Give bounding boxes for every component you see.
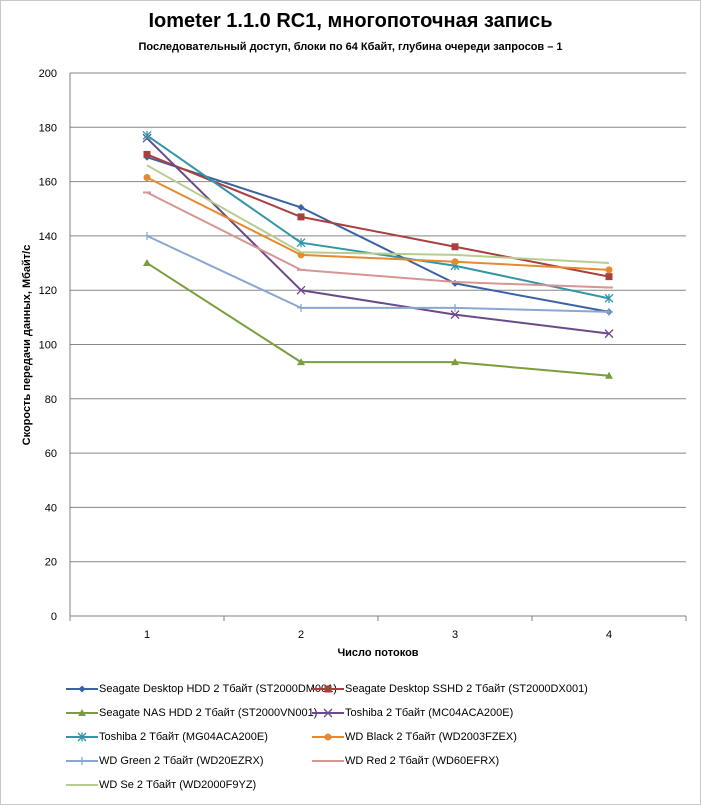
legend-swatch bbox=[66, 685, 98, 693]
legend-label: Toshiba 2 Тбайт (MG04ACA200E) bbox=[99, 731, 268, 743]
legend-marker bbox=[324, 733, 332, 741]
data-point bbox=[143, 259, 151, 267]
y-tick-label: 180 bbox=[39, 122, 57, 134]
data-point bbox=[450, 310, 460, 320]
data-point bbox=[451, 358, 459, 366]
legend-label: WD Green 2 Тбайт (WD20EZRX) bbox=[99, 755, 264, 767]
data-point bbox=[297, 358, 305, 366]
data-point bbox=[297, 203, 305, 211]
series-6 bbox=[143, 174, 613, 274]
series-4 bbox=[142, 133, 614, 339]
data-point bbox=[605, 273, 613, 281]
series-line bbox=[146, 191, 610, 289]
legend-swatch bbox=[66, 709, 98, 716]
data-point bbox=[296, 285, 306, 295]
y-tick-label: 140 bbox=[39, 231, 57, 243]
legend-marker bbox=[78, 757, 86, 765]
legend-item: Seagate Desktop SSHD 2 Тбайт (ST2000DX00… bbox=[312, 681, 588, 697]
legend-swatch bbox=[312, 685, 344, 693]
chart-title: Iometer 1.1.0 RC1, многопоточная запись bbox=[148, 10, 553, 32]
x-axis-label: Число потоков bbox=[337, 647, 419, 659]
y-tick-label: 100 bbox=[39, 340, 57, 352]
x-tick-label: 4 bbox=[606, 629, 612, 641]
data-point bbox=[297, 213, 305, 221]
y-tick-label: 0 bbox=[51, 611, 57, 623]
series-line bbox=[146, 176, 610, 271]
series-line bbox=[146, 153, 610, 278]
data-point bbox=[296, 238, 306, 248]
legend-label: WD Black 2 Тбайт (WD2003FZEX) bbox=[345, 731, 517, 743]
series-line bbox=[146, 134, 610, 300]
legend-swatch bbox=[66, 732, 98, 742]
legend-item: WD Black 2 Тбайт (WD2003FZEX) bbox=[312, 729, 517, 745]
legend-swatch bbox=[312, 733, 344, 741]
series-1 bbox=[143, 153, 613, 316]
data-point bbox=[604, 329, 614, 339]
legend-marker bbox=[78, 709, 86, 716]
y-tick-label: 40 bbox=[45, 502, 57, 514]
legend-item: Seagate Desktop HDD 2 Тбайт (ST2000DM001… bbox=[66, 681, 337, 697]
legend-marker bbox=[324, 685, 332, 693]
legend-label: Seagate Desktop SSHD 2 Тбайт (ST2000DX00… bbox=[345, 683, 588, 695]
legend-label: Toshiba 2 Тбайт (MC04ACA200E) bbox=[345, 707, 514, 719]
legend-item: Toshiba 2 Тбайт (MC04ACA200E) bbox=[312, 705, 513, 721]
series-line bbox=[146, 262, 610, 377]
legend-marker bbox=[77, 732, 87, 742]
data-point bbox=[297, 303, 305, 312]
legend-swatch bbox=[312, 760, 344, 762]
y-tick-label: 80 bbox=[45, 394, 57, 406]
data-point bbox=[605, 307, 613, 316]
y-tick-label: 160 bbox=[39, 177, 57, 189]
legend-item: Seagate NAS HDD 2 Тбайт (ST2000VN001) bbox=[66, 705, 317, 721]
x-tick-label: 2 bbox=[298, 629, 304, 641]
x-tick-label: 3 bbox=[452, 629, 458, 641]
legend-label: WD Red 2 Тбайт (WD60EFRX) bbox=[345, 755, 500, 767]
y-tick-label: 200 bbox=[39, 68, 57, 80]
legend-item: WD Red 2 Тбайт (WD60EFRX) bbox=[312, 753, 499, 769]
x-tick-label: 1 bbox=[144, 629, 150, 641]
data-point bbox=[605, 266, 613, 274]
data-point bbox=[451, 258, 459, 266]
legend-swatch bbox=[312, 708, 344, 718]
legend-marker bbox=[323, 708, 333, 718]
series-8 bbox=[143, 191, 613, 289]
y-tick-label: 20 bbox=[45, 557, 57, 569]
legend-swatch bbox=[66, 757, 98, 765]
legend-swatch bbox=[66, 784, 98, 786]
legend-marker bbox=[78, 685, 86, 693]
data-point bbox=[451, 243, 459, 251]
legend-label: Seagate Desktop HDD 2 Тбайт (ST2000DM001… bbox=[99, 683, 337, 695]
y-tick-label: 60 bbox=[45, 448, 57, 460]
y-tick-label: 120 bbox=[39, 285, 57, 297]
legend-item: WD Se 2 Тбайт (WD2000F9YZ) bbox=[66, 777, 256, 793]
legend-item: WD Green 2 Тбайт (WD20EZRX) bbox=[66, 753, 264, 769]
legend-label: WD Se 2 Тбайт (WD2000F9YZ) bbox=[99, 779, 257, 791]
data-point bbox=[604, 293, 614, 303]
series-7 bbox=[143, 231, 613, 316]
legend-label: Seagate NAS HDD 2 Тбайт (ST2000VN001) bbox=[99, 707, 318, 719]
series-9 bbox=[146, 164, 610, 265]
chart-subtitle: Последовательный доступ, блоки по 64 Кба… bbox=[138, 41, 563, 53]
series-line bbox=[146, 137, 610, 335]
data-point bbox=[143, 150, 151, 158]
series-5 bbox=[142, 130, 614, 303]
data-point bbox=[143, 231, 151, 240]
data-point bbox=[451, 303, 459, 312]
series-2 bbox=[143, 150, 613, 281]
data-point bbox=[143, 174, 151, 182]
series-line bbox=[146, 156, 610, 313]
legend-item: Toshiba 2 Тбайт (MG04ACA200E) bbox=[66, 729, 268, 745]
series-3 bbox=[143, 259, 613, 379]
data-point bbox=[605, 371, 613, 379]
data-point bbox=[142, 130, 152, 140]
series-line bbox=[146, 234, 610, 313]
series-line bbox=[146, 164, 610, 265]
